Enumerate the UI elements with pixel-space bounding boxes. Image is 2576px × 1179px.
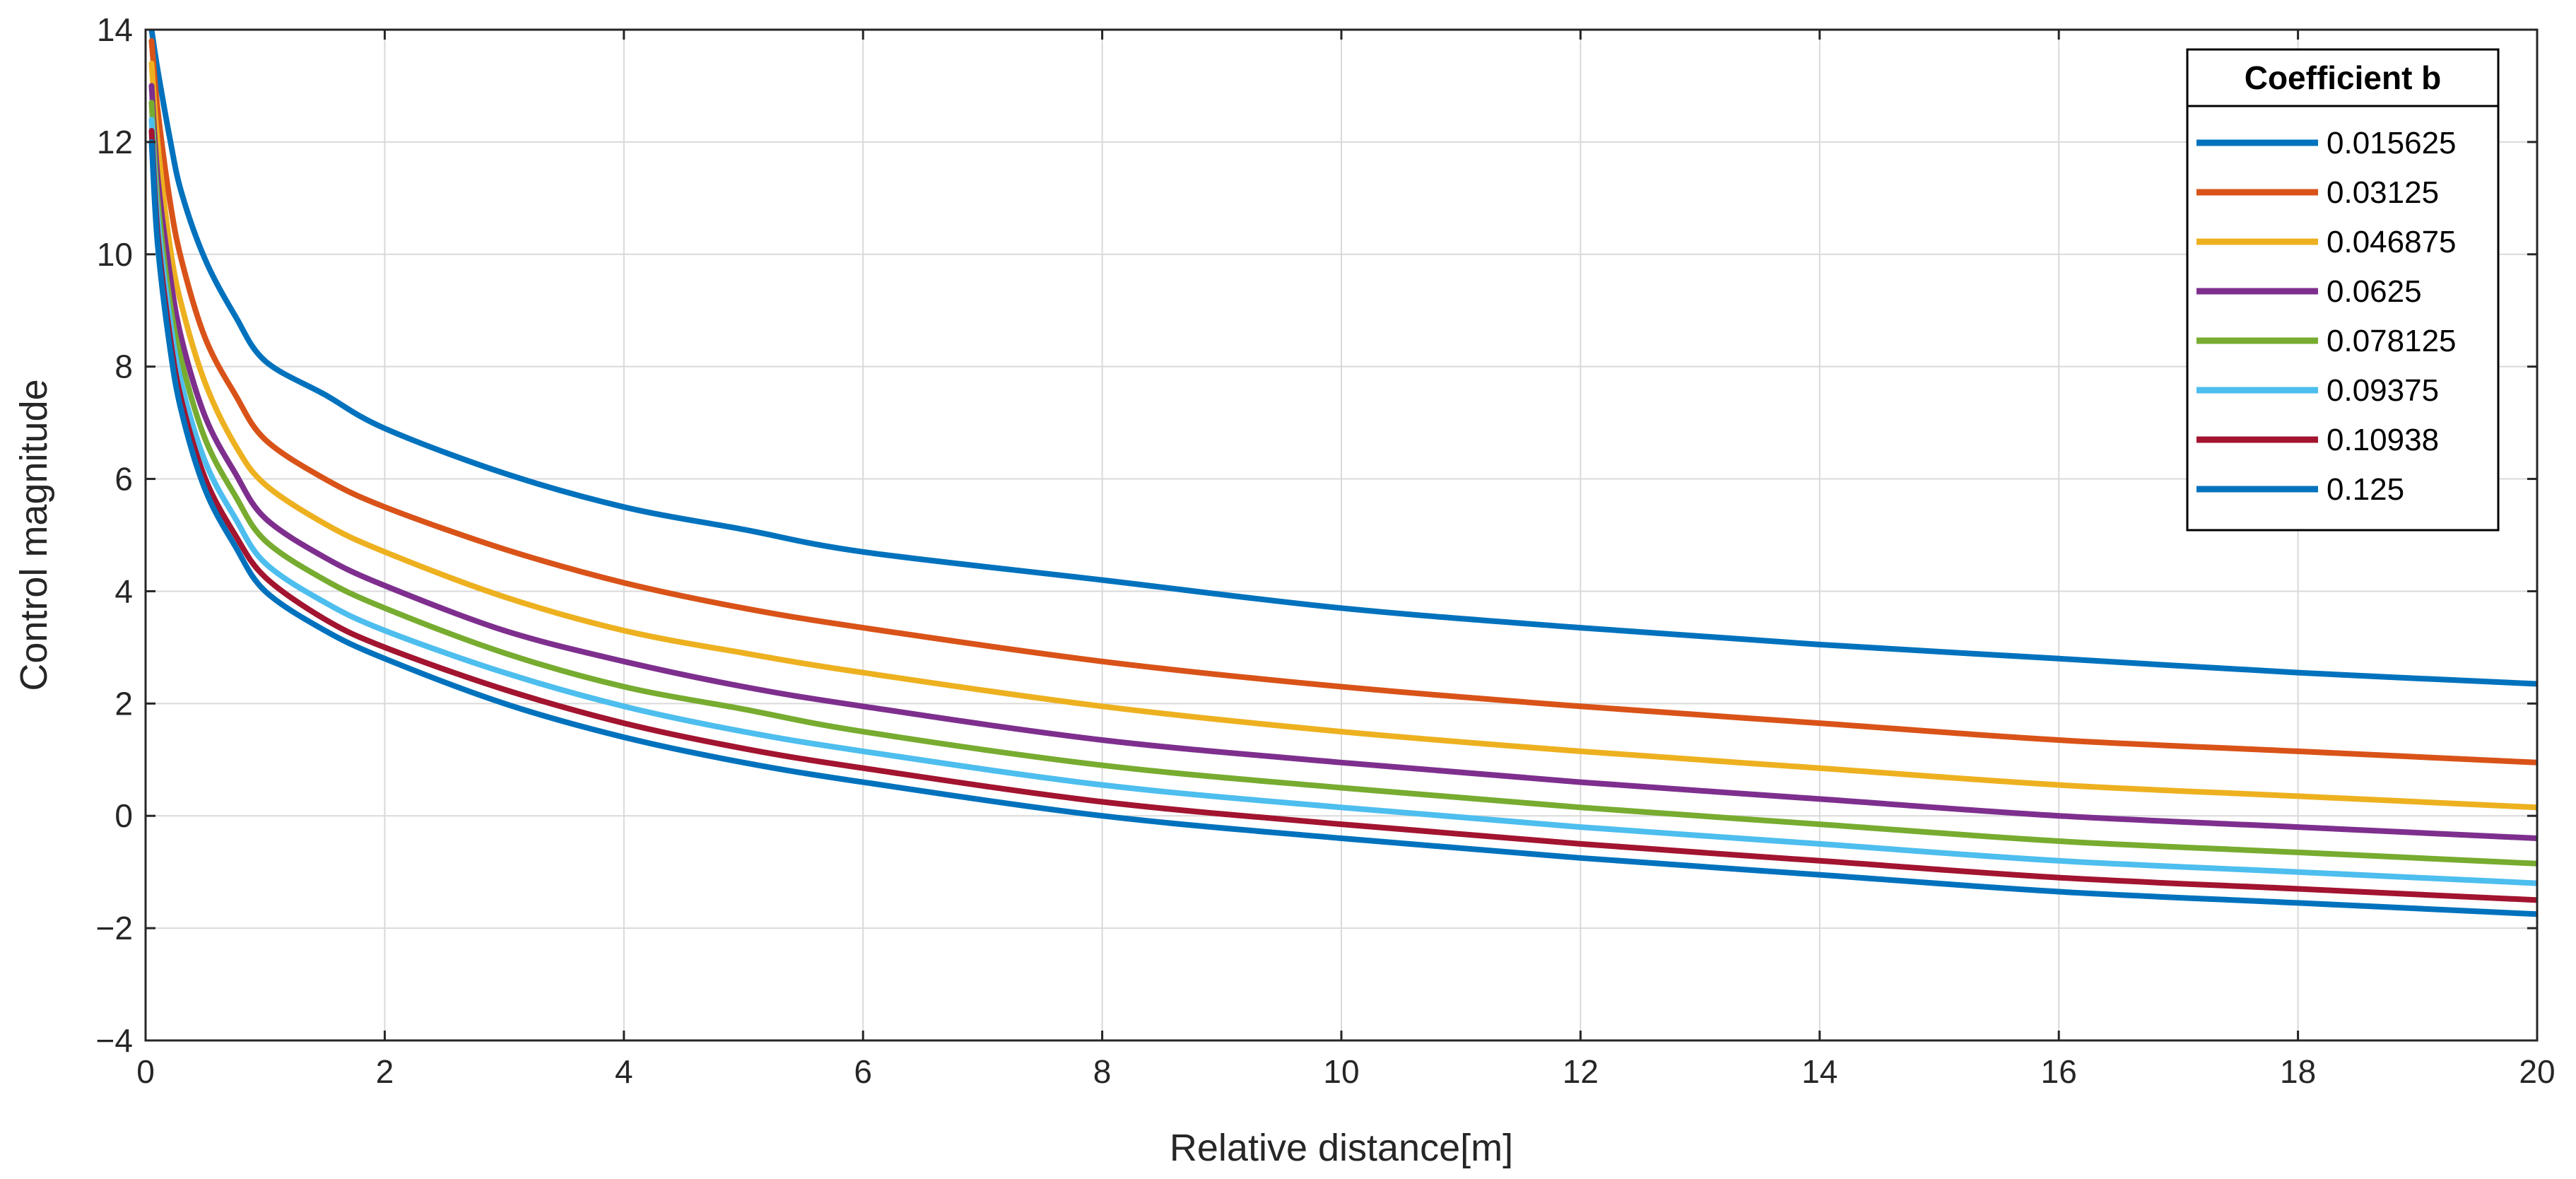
y-tick-label: 0 (114, 797, 133, 834)
legend: Coefficient b 0.0156250.031250.0468750.0… (2186, 48, 2500, 532)
x-axis-ticks: 0 2 4 6 8 10 12 14 16 18 20 (136, 30, 2556, 1090)
x-tick-label: 12 (1563, 1053, 1599, 1090)
series-line-0.078125 (148, 100, 2537, 867)
legend-label: 0.10938 (2327, 423, 2439, 457)
x-tick-label: 0 (136, 1053, 155, 1090)
legend-label: 0.078125 (2327, 324, 2457, 358)
legend-label: 0.046875 (2327, 225, 2457, 259)
legend-label: 0.0625 (2327, 274, 2422, 309)
x-tick-label: 6 (854, 1053, 872, 1090)
x-tick-label: 18 (2280, 1053, 2316, 1090)
series-line-0.09375 (148, 117, 2537, 886)
series-line-0.0625 (148, 83, 2537, 841)
x-axis-label: Relative distance[m] (1170, 1127, 1513, 1169)
x-tick-label: 14 (1801, 1053, 1837, 1090)
x-tick-label: 20 (2519, 1053, 2555, 1090)
y-tick-label: −4 (96, 1022, 133, 1059)
series-line-0.125 (148, 139, 2537, 917)
y-tick-label: 2 (114, 685, 133, 722)
y-tick-label: 4 (114, 573, 133, 609)
legend-label: 0.015625 (2327, 126, 2457, 160)
y-tick-label: 8 (114, 348, 133, 385)
series-line-0.03125 (148, 37, 2537, 766)
y-tick-label: 10 (97, 236, 133, 273)
x-tick-label: 4 (615, 1053, 633, 1090)
legend-label: 0.09375 (2327, 373, 2439, 408)
plot-lines (148, 30, 2537, 917)
legend-items: 0.015625 0.03125 0.046875 0.0625 0.078125 0.0… (2196, 126, 2457, 507)
y-axis-label: Control magnitude (13, 379, 55, 691)
x-tick-label: 8 (1093, 1053, 1112, 1090)
y-tick-label: 14 (97, 11, 133, 48)
series-line-0.046875 (148, 60, 2537, 811)
x-tick-label: 2 (376, 1053, 394, 1090)
y-tick-label: 12 (97, 124, 133, 160)
series-line-0.10938 (148, 128, 2537, 903)
legend-title: Coefficient b (2245, 59, 2442, 96)
legend-label: 0.125 (2327, 472, 2404, 507)
series-line-0.015625 (148, 30, 2537, 687)
y-tick-label: −2 (96, 910, 133, 946)
legend-box (2186, 48, 2500, 532)
x-tick-label: 16 (2041, 1053, 2077, 1090)
legend-label: 0.03125 (2327, 175, 2439, 210)
x-tick-label: 10 (1323, 1053, 1359, 1090)
y-tick-label: 6 (114, 461, 133, 498)
y-axis-ticks: −4 −2 0 2 4 6 8 10 12 14 (96, 11, 2537, 1059)
